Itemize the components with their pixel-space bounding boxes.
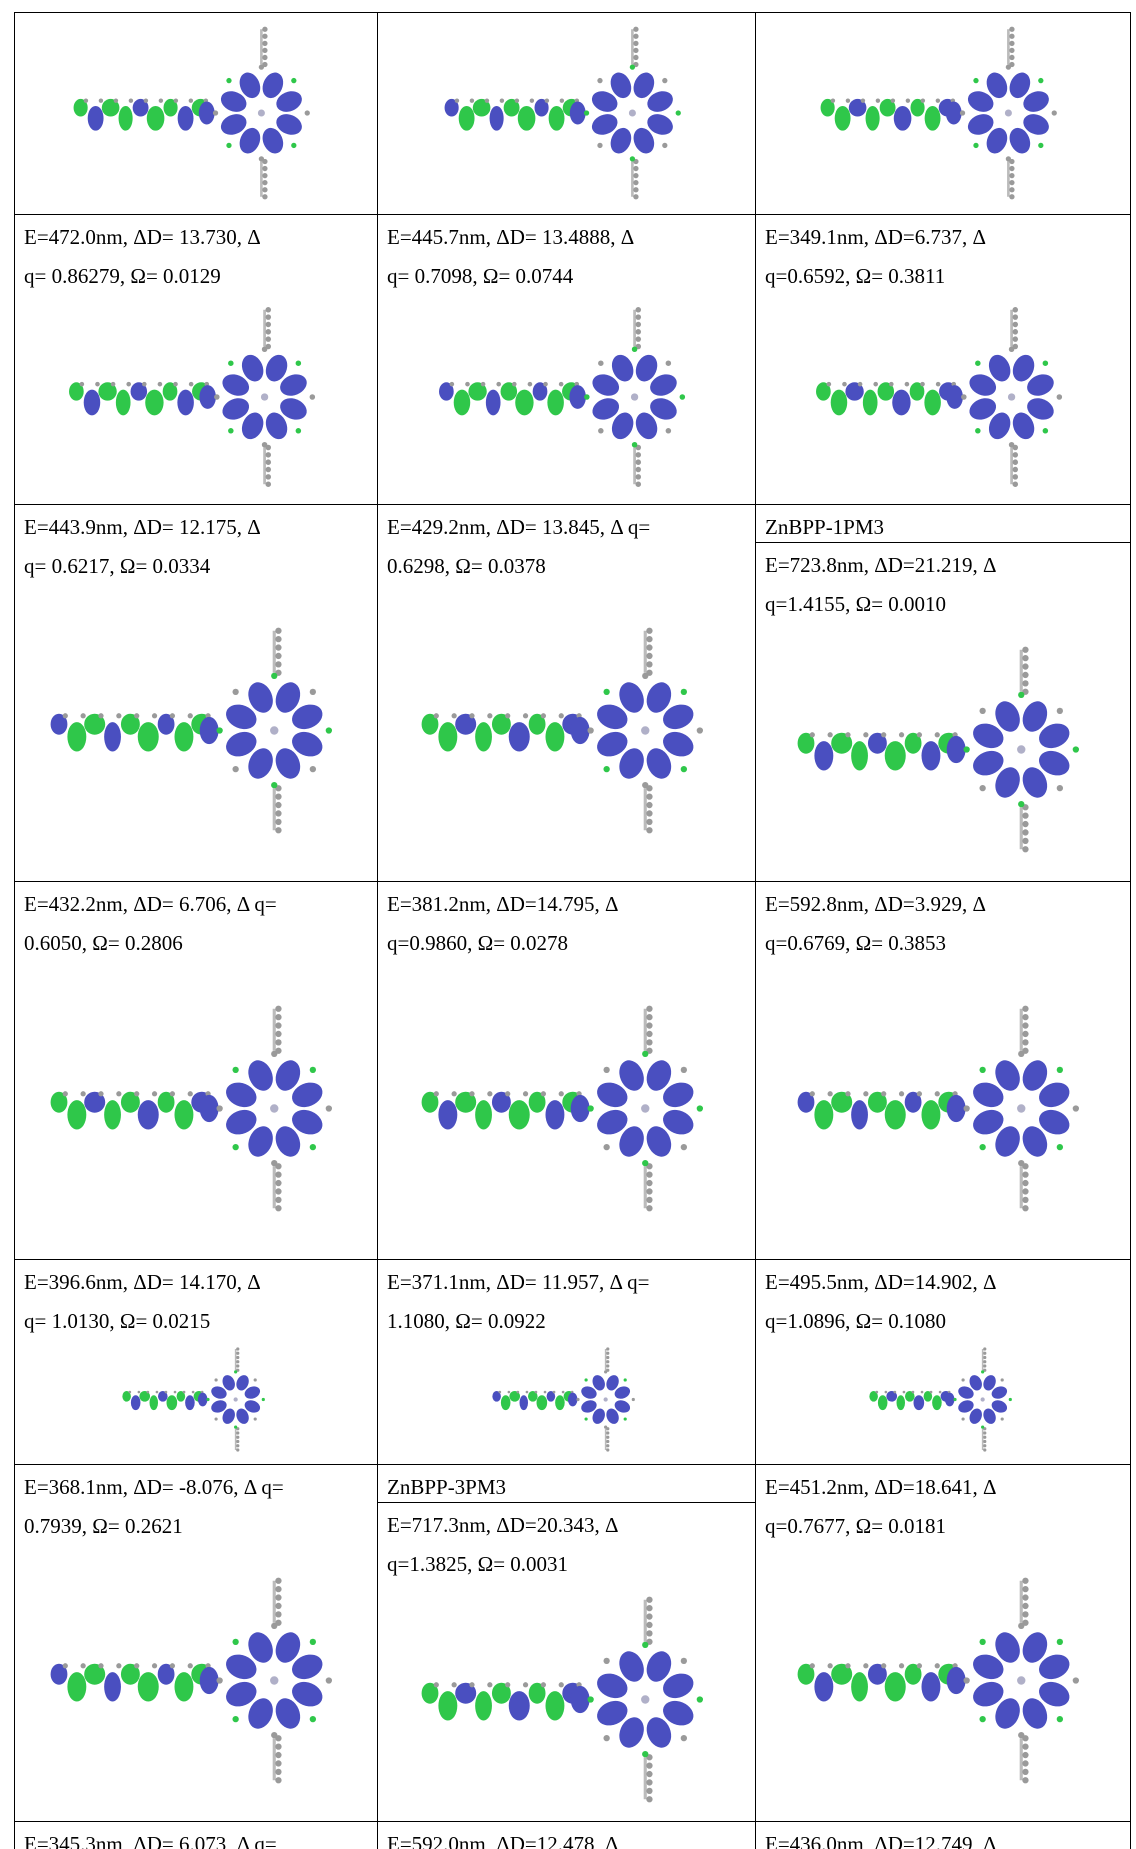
- caption-line: E=345.3nm, ΔD= 6.073, Δ q=: [24, 1825, 277, 1849]
- caption-line: q=1.0896, Ω= 0.1080: [765, 1302, 946, 1341]
- caption-line: q=1.4155, Ω= 0.0010: [765, 585, 946, 624]
- orbital-image: [434, 16, 699, 210]
- title-border: [755, 542, 1130, 543]
- caption-line: E=368.1nm, ΔD= -8.076, Δ q=: [24, 1468, 284, 1507]
- orbital-image: [785, 634, 1100, 865]
- caption-line: E=443.9nm, ΔD= 12.175, Δ: [24, 508, 261, 547]
- orbital-image: [810, 16, 1075, 210]
- column-border: [377, 12, 378, 1849]
- orbital-image: [805, 296, 1080, 498]
- column-border: [1130, 12, 1131, 1849]
- caption-line: E=495.5nm, ΔD=14.902, Δ: [765, 1263, 997, 1302]
- caption-line: E=445.7nm, ΔD= 13.4888, Δ: [387, 218, 634, 257]
- caption-line: E=717.3nm, ΔD=20.343, Δ: [387, 1506, 619, 1545]
- orbital-image: [785, 1565, 1100, 1796]
- caption-line: E=592.0nm, ΔD=12.478, Δ: [387, 1825, 619, 1849]
- row-border: [14, 1821, 1131, 1822]
- caption-line: 0.6298, Ω= 0.0378: [387, 547, 546, 586]
- orbital-image: [63, 16, 328, 210]
- row-border: [14, 1259, 1131, 1260]
- caption-line: q=0.9860, Ω= 0.0278: [387, 924, 568, 963]
- orbital-image: [38, 1565, 353, 1796]
- orbital-image: [116, 1341, 276, 1458]
- column-border: [14, 12, 15, 1849]
- caption-line: E=723.8nm, ΔD=21.219, Δ: [765, 546, 997, 585]
- caption-line: E=451.2nm, ΔD=18.641, Δ: [765, 1468, 997, 1507]
- orbital-image: [409, 615, 724, 846]
- caption-line: q=0.6769, Ω= 0.3853: [765, 924, 946, 963]
- orbital-image: [863, 1341, 1023, 1458]
- row-border: [14, 1464, 1131, 1465]
- caption-line: q= 1.0130, Ω= 0.0215: [24, 1302, 210, 1341]
- orbital-image: [38, 615, 353, 846]
- caption-line: E=472.0nm, ΔD= 13.730, Δ: [24, 218, 261, 257]
- orbital-image: [38, 993, 353, 1224]
- orbital-image: [486, 1341, 646, 1458]
- caption-line: E=432.2nm, ΔD= 6.706, Δ q=: [24, 885, 277, 924]
- caption-line: E=371.1nm, ΔD= 11.957, Δ q=: [387, 1263, 649, 1302]
- caption-line: q= 0.86279, Ω= 0.0129: [24, 257, 221, 296]
- row-border: [14, 881, 1131, 882]
- orbital-image: [409, 993, 724, 1224]
- caption-line: q=0.6592, Ω= 0.3811: [765, 257, 945, 296]
- caption-line: 0.7939, Ω= 0.2621: [24, 1507, 183, 1546]
- caption-line: q= 0.6217, Ω= 0.0334: [24, 547, 210, 586]
- orbital-image: [785, 993, 1100, 1224]
- table-border: [14, 12, 1131, 13]
- caption-line: E=429.2nm, ΔD= 13.845, Δ q=: [387, 508, 650, 547]
- row-border: [14, 214, 1131, 215]
- orbital-image: [409, 1584, 724, 1815]
- caption-line: E=396.6nm, ΔD= 14.170, Δ: [24, 1263, 261, 1302]
- column-border: [755, 12, 756, 1849]
- orbital-image: [58, 296, 333, 498]
- caption-line: 1.1080, Ω= 0.0922: [387, 1302, 546, 1341]
- orbital-image: [428, 296, 703, 498]
- caption-line: E=349.1nm, ΔD=6.737, Δ: [765, 218, 986, 257]
- caption-line: E=436.0nm, ΔD=12.749, Δ: [765, 1825, 997, 1849]
- caption-line: E=592.8nm, ΔD=3.929, Δ: [765, 885, 986, 924]
- caption-line: q=0.7677, Ω= 0.0181: [765, 1507, 946, 1546]
- caption-line: q= 0.7098, Ω= 0.0744: [387, 257, 573, 296]
- caption-line: E=381.2nm, ΔD=14.795, Δ: [387, 885, 619, 924]
- title-border: [377, 1502, 755, 1503]
- document-page: E=472.0nm, ΔD= 13.730, Δq= 0.86279, Ω= 0…: [0, 0, 1136, 1849]
- row-border: [14, 504, 1131, 505]
- caption-line: 0.6050, Ω= 0.2806: [24, 924, 183, 963]
- caption-line: q=1.3825, Ω= 0.0031: [387, 1545, 568, 1584]
